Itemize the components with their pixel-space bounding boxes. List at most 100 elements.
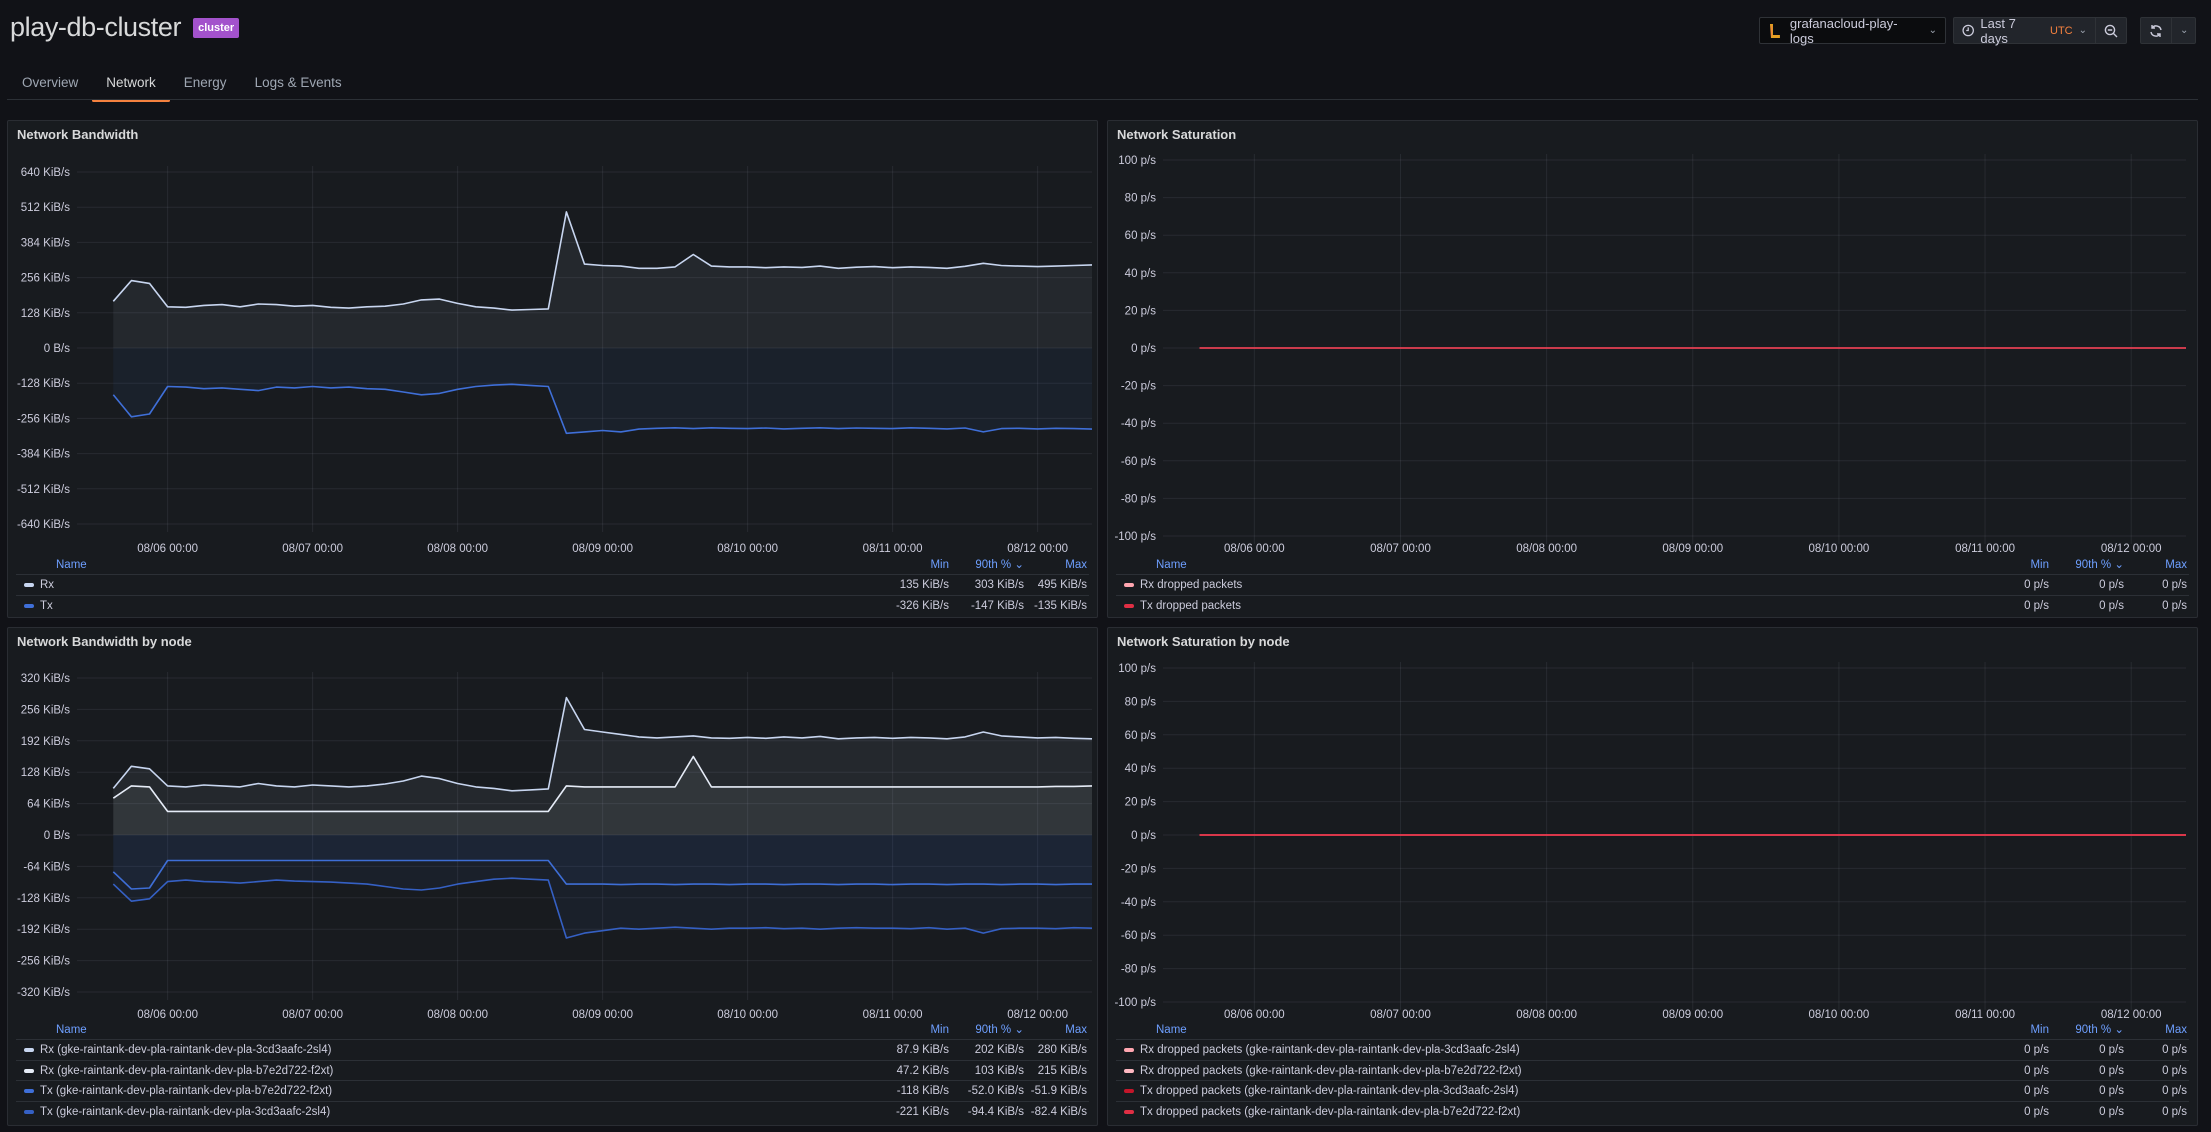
y-tick-label: -60 p/s xyxy=(1121,930,1156,942)
chevron-down-icon: ⌄ xyxy=(1928,25,1937,36)
chart-network-bandwidth: 640 KiB/s 512 KiB/s 384 KiB/s 256 KiB/s 128 … xyxy=(17,166,1093,555)
legend-row[interactable]: Tx dropped packets (gke-raintank-dev-pla… xyxy=(1116,1100,2189,1122)
legend-max-value: -135 KiB/s xyxy=(1033,599,1087,612)
x-tick-label: 08/06 00:00 xyxy=(1224,543,1285,555)
legend-header: Name Min 90th % ⌄ Max xyxy=(16,1021,1089,1039)
legend-max-value: 0 p/s xyxy=(2162,579,2187,591)
series-color-swatch xyxy=(24,1048,34,1052)
legend-header-name: Name xyxy=(1156,1024,1187,1036)
legend-90th-value: 0 p/s xyxy=(2099,599,2124,612)
series-color-swatch xyxy=(24,1068,34,1073)
x-tick-label: 08/08 00:00 xyxy=(427,543,488,555)
x-tick-label: 08/06 00:00 xyxy=(137,543,198,555)
legend-header-min[interactable]: Min xyxy=(2030,559,2049,571)
tab-network[interactable]: Network xyxy=(92,72,170,102)
y-tick-label: 0 p/s xyxy=(1131,830,1156,842)
legend-header-min[interactable]: Min xyxy=(2030,1024,2049,1036)
x-tick-label: 08/12 00:00 xyxy=(2101,543,2162,555)
panel-title: Network Saturation xyxy=(1117,127,1237,142)
legend-row[interactable]: Tx (gke-raintank-dev-pla-raintank-dev-pl… xyxy=(16,1080,1089,1101)
legend-row[interactable]: Rx dropped packets (gke-raintank-dev-pla… xyxy=(1116,1039,2189,1060)
tag-badge[interactable]: cluster xyxy=(193,17,240,38)
x-tick-label: 08/07 00:00 xyxy=(282,543,343,555)
legend-header-max[interactable]: Max xyxy=(2165,1024,2187,1036)
chevron-down-icon: ⌄ xyxy=(2180,25,2189,36)
datasource-name: grafanacloud-play-logs xyxy=(1789,15,1898,46)
x-tick-label: 08/09 00:00 xyxy=(572,543,633,555)
y-tick-label: 640 KiB/s xyxy=(21,167,70,179)
chart-network-bandwidth-by-node: 320 KiB/s 256 KiB/s 192 KiB/s 128 KiB/s 64 K… xyxy=(17,672,1093,1021)
series-area xyxy=(113,697,1092,835)
y-tick-label: -640 KiB/s xyxy=(17,519,70,531)
series-area xyxy=(113,835,1092,938)
y-tick-label: -20 p/s xyxy=(1121,863,1156,875)
legend-series-name: Tx (gke-raintank-dev-pla-raintank-dev-pl… xyxy=(40,1105,331,1118)
y-tick-label: 40 p/s xyxy=(1125,763,1157,775)
refresh-interval-dropdown[interactable]: ⌄ xyxy=(2171,18,2196,43)
legend-header-min[interactable]: Min xyxy=(930,559,949,571)
refresh-button[interactable] xyxy=(2141,18,2171,43)
x-tick-label: 08/10 00:00 xyxy=(1809,1009,1870,1021)
legend-header-max[interactable]: Max xyxy=(1065,1024,1087,1036)
series-area xyxy=(113,348,1092,434)
legend-row[interactable]: Tx dropped packets 0 p/s 0 p/s 0 p/s xyxy=(1116,594,2189,616)
series-color-swatch xyxy=(1124,603,1134,608)
series-area xyxy=(113,211,1092,348)
legend-min-value: 87.9 KiB/s xyxy=(896,1044,949,1056)
legend-row[interactable]: Tx dropped packets (gke-raintank-dev-pla… xyxy=(1116,1080,2189,1101)
legend-90th-value: 202 KiB/s xyxy=(974,1044,1024,1056)
legend-max-value: 0 p/s xyxy=(2162,1105,2187,1118)
legend-header-max[interactable]: Max xyxy=(2165,559,2187,571)
legend-max-value: -51.9 KiB/s xyxy=(1030,1085,1087,1097)
x-tick-label: 08/09 00:00 xyxy=(572,1009,633,1021)
panel-network-saturation: Network Saturation 100 p/s 80 p/s 60 p/s 40… xyxy=(1107,120,2198,618)
y-tick-label: 128 KiB/s xyxy=(21,767,70,779)
tab-energy[interactable]: Energy xyxy=(183,75,227,90)
legend-row[interactable]: Rx 135 KiB/s 303 KiB/s 495 KiB/s xyxy=(16,574,1089,595)
panel-network-saturation-by-node: Network Saturation by node 100 p/s 80 p/s… xyxy=(1107,627,2198,1126)
legend-row[interactable]: Rx (gke-raintank-dev-pla-raintank-dev-pl… xyxy=(16,1039,1089,1060)
legend: Name Min 90th % ⌄ Max Rx 135 KiB/s 303 KiB/s 49… xyxy=(16,556,1089,615)
legend-header-max[interactable]: Max xyxy=(1065,559,1087,571)
legend-min-value: 0 p/s xyxy=(2024,1105,2049,1118)
legend-header-min[interactable]: Min xyxy=(930,1024,949,1036)
series-line xyxy=(112,877,1093,939)
legend-series-name: Tx xyxy=(40,599,53,612)
series-line xyxy=(112,859,1092,890)
y-tick-label: 64 KiB/s xyxy=(27,799,70,811)
y-tick-label: -128 KiB/s xyxy=(17,893,70,905)
legend-header-90th-percentile[interactable]: 90th % ⌄ xyxy=(975,1024,1024,1036)
zoom-out-button[interactable] xyxy=(2095,18,2126,43)
legend-header-90th-percentile[interactable]: 90th % ⌄ xyxy=(975,559,1024,571)
legend-header-90th-percentile[interactable]: 90th % ⌄ xyxy=(2075,559,2124,571)
y-tick-label: -64 KiB/s xyxy=(23,861,70,873)
legend-header: Name Min 90th % ⌄ Max xyxy=(1116,556,2189,574)
x-tick-label: 08/07 00:00 xyxy=(1370,1009,1431,1021)
legend-min-value: 0 p/s xyxy=(2024,1044,2049,1056)
panel-title: Network Bandwidth by node xyxy=(17,634,192,649)
y-tick-label: 512 KiB/s xyxy=(21,202,70,214)
tab-logs-events[interactable]: Logs & Events xyxy=(254,75,342,90)
datasource-picker[interactable]: grafanacloud-play-logs ⌄ xyxy=(1759,15,1946,46)
x-tick-label: 08/12 00:00 xyxy=(1007,543,1068,555)
legend-row[interactable]: Rx dropped packets 0 p/s 0 p/s 0 p/s xyxy=(1116,574,2189,595)
y-tick-label: 20 p/s xyxy=(1125,305,1157,317)
legend-row[interactable]: Tx (gke-raintank-dev-pla-raintank-dev-pl… xyxy=(16,1100,1089,1122)
time-range-button[interactable]: Last 7 days UTC ⌄ xyxy=(1954,16,2095,46)
x-tick-label: 08/08 00:00 xyxy=(427,1009,488,1021)
series-area xyxy=(113,756,1092,835)
legend-header-90th-percentile[interactable]: 90th % ⌄ xyxy=(2075,1024,2124,1036)
legend-row[interactable]: Rx (gke-raintank-dev-pla-raintank-dev-pl… xyxy=(16,1059,1089,1081)
tab-overview[interactable]: Overview xyxy=(22,75,79,90)
legend-min-value: 135 KiB/s xyxy=(899,579,949,591)
legend-90th-value: 0 p/s xyxy=(2099,1044,2124,1056)
legend-row[interactable]: Tx -326 KiB/s -147 KiB/s -135 KiB/s xyxy=(16,594,1089,616)
clock-icon xyxy=(1962,24,1974,37)
legend-row[interactable]: Rx dropped packets (gke-raintank-dev-pla… xyxy=(1116,1059,2189,1081)
series-line xyxy=(112,696,1093,792)
series-color-swatch xyxy=(24,603,34,608)
legend-header-name: Name xyxy=(56,559,87,571)
legend-series-name: Rx xyxy=(40,579,55,591)
loki-logo-icon xyxy=(1769,23,1780,38)
legend-90th-value: 0 p/s xyxy=(2099,1085,2124,1097)
